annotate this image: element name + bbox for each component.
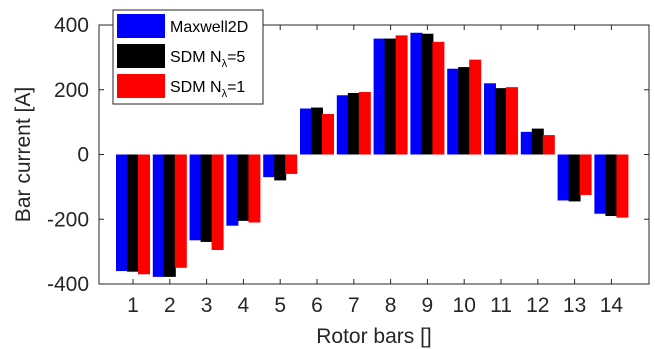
bar-3-6	[322, 114, 334, 155]
x-tick-label: 3	[201, 294, 213, 317]
x-tick-label: 10	[453, 294, 476, 317]
bar-3-7	[358, 92, 371, 155]
y-axis: -400 -200 0 200 400	[47, 14, 649, 296]
x-tick-label: 1	[127, 294, 139, 317]
bar-group	[116, 32, 629, 277]
x-tick-label: 5	[274, 294, 286, 317]
bar-3-13	[579, 154, 592, 195]
y-tick-label: 400	[54, 14, 89, 37]
bar-2-1	[127, 154, 139, 272]
legend-swatch	[117, 44, 165, 68]
bar-3-2	[174, 154, 187, 268]
bar-2-2	[163, 154, 176, 277]
bar-2-3	[200, 154, 213, 242]
bar-1-5	[263, 154, 276, 178]
x-tick-label: 12	[526, 294, 549, 317]
bar-3-10	[469, 59, 482, 155]
bar-2-10	[458, 67, 471, 155]
legend-label: SDM Nλ=5	[170, 49, 245, 70]
bar-1-9	[410, 32, 423, 155]
bar-3-9	[432, 41, 445, 155]
bar-3-3	[211, 154, 224, 251]
bar-2-13	[568, 154, 581, 202]
bar-1-4	[226, 154, 239, 226]
bar-2-5	[274, 154, 287, 181]
bar-2-6	[311, 107, 323, 155]
legend-label: SDM Nλ=1	[170, 79, 245, 100]
bar-3-4	[248, 154, 261, 223]
bar-1-12	[520, 131, 533, 155]
legend-swatch	[117, 14, 165, 38]
bar-2-8	[384, 38, 397, 155]
x-tick-label: 14	[600, 294, 624, 317]
bar-2-7	[347, 92, 360, 155]
bar-2-9	[421, 33, 434, 155]
x-tick-label: 2	[164, 294, 176, 317]
bar-3-14	[616, 154, 629, 218]
bar-1-14	[594, 154, 607, 214]
bar-1-3	[189, 154, 202, 241]
bar-3-8	[395, 35, 408, 155]
bar-1-2	[152, 154, 165, 277]
x-axis-title: Rotor bars []	[316, 325, 432, 348]
bar-2-4	[237, 154, 250, 221]
bar-3-1	[138, 154, 150, 275]
bar-3-5	[285, 154, 298, 174]
bar-1-11	[484, 83, 496, 155]
bar-1-8	[373, 38, 386, 155]
y-axis-title: Bar current [A]	[12, 87, 35, 222]
bar-2-11	[495, 88, 507, 155]
y-tick-label: 200	[54, 79, 89, 102]
bar-3-11	[506, 87, 518, 155]
y-tick-label: -400	[47, 273, 89, 296]
x-tick-label: 13	[563, 294, 586, 317]
x-tick-label: 11	[490, 294, 512, 317]
bar-1-1	[116, 154, 128, 272]
x-tick-label: 6	[311, 294, 323, 317]
bar-2-12	[531, 128, 544, 155]
y-tick-label: -200	[47, 208, 89, 231]
bar-3-12	[542, 135, 555, 155]
bar-1-10	[447, 68, 460, 155]
x-tick-label: 9	[422, 294, 434, 317]
x-tick-label: 8	[385, 294, 397, 317]
bar-1-13	[557, 154, 570, 201]
x-tick-label: 7	[348, 294, 360, 317]
legend: Maxwell2D SDM Nλ=5 SDM Nλ=1	[112, 9, 264, 105]
legend-swatch	[117, 74, 165, 98]
bar-1-6	[300, 108, 312, 155]
x-tick-label: 4	[238, 294, 250, 317]
bar-1-7	[336, 95, 349, 155]
y-tick-label: 0	[77, 144, 89, 167]
legend-label: Maxwell2D	[170, 19, 248, 36]
bar-2-14	[605, 154, 618, 217]
x-axis: 1 2 3 4 5 6 7 8 9 10 11 12 13 14	[127, 25, 623, 317]
